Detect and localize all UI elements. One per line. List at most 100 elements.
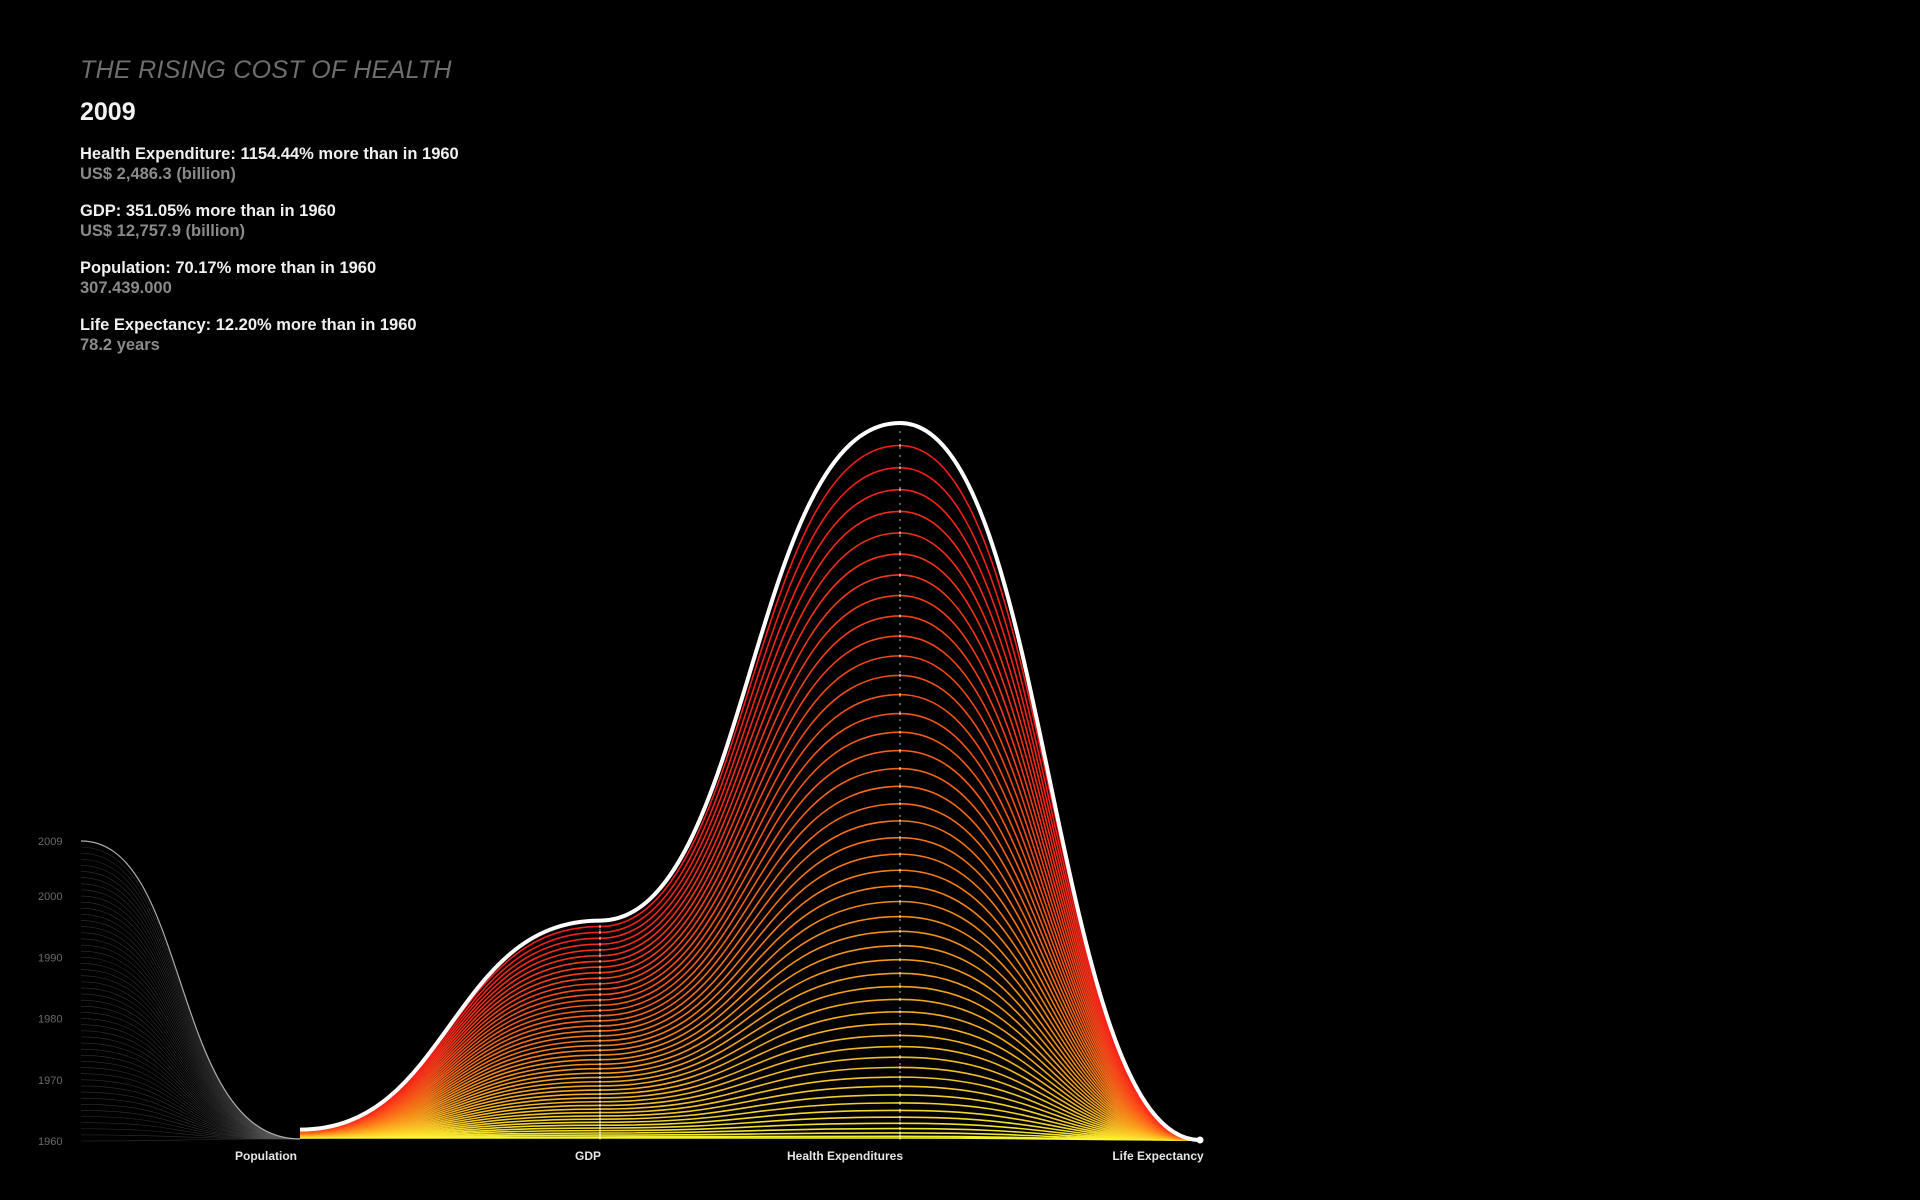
curve-1962[interactable] [299, 1132, 1201, 1141]
stat-value: US$ 2,486.3 (billion) [80, 165, 236, 183]
curve-1977[interactable] [299, 998, 1201, 1141]
curve-1996[interactable] [299, 693, 1201, 1141]
fan-line-1975 [80, 1048, 301, 1140]
fan-line-2000 [80, 895, 301, 1140]
curve-1981[interactable] [299, 944, 1201, 1141]
axis-label-gdp: GDP [575, 1149, 601, 1163]
curve-1994[interactable] [299, 731, 1201, 1141]
stat-value: US$ 12,757.9 (billion) [80, 222, 246, 240]
fan-line-1995 [80, 926, 301, 1140]
fan-line-1998 [80, 908, 301, 1140]
curve-2001[interactable] [299, 594, 1201, 1141]
year-tick-1980: 1980 [38, 1014, 62, 1026]
curve-2005[interactable] [299, 510, 1201, 1141]
year-tick-1960: 1960 [38, 1136, 62, 1148]
stat-label: Population: 70.17% more than in 1960 [80, 259, 377, 277]
highlight-curve [299, 420, 1204, 1144]
fan-line-1976 [80, 1042, 301, 1140]
fan-line-1981 [80, 1012, 301, 1140]
year-curves [299, 444, 1201, 1141]
fan-line-1994 [80, 932, 301, 1140]
fan-line-1960 [80, 1138, 301, 1142]
curve-1979[interactable] [299, 972, 1201, 1141]
fan-line-2009 [80, 840, 301, 1140]
year-tick-1990: 1990 [38, 952, 62, 964]
curve-1973[interactable] [299, 1045, 1201, 1141]
year-fan-lines [80, 840, 301, 1142]
stat-value: 78.2 years [80, 336, 160, 354]
curve-1961[interactable] [299, 1135, 1201, 1141]
fan-line-1996 [80, 920, 301, 1140]
curve-2004[interactable] [299, 532, 1201, 1141]
curve-1966[interactable] [299, 1109, 1201, 1141]
stat-life-expectancy: Life Expectancy: 12.20% more than in 196… [80, 315, 780, 355]
fan-line-2007 [80, 852, 301, 1140]
curve-1978[interactable] [299, 985, 1201, 1141]
curve-1972[interactable] [299, 1056, 1201, 1141]
stat-value: 307.439.000 [80, 279, 172, 297]
year-tick-2000: 2000 [38, 891, 62, 903]
fan-line-1992 [80, 944, 301, 1140]
curve-1965[interactable] [299, 1116, 1201, 1141]
axis-label-life-expectancy: Life Expectancy [1112, 1149, 1204, 1163]
stat-label: GDP: 351.05% more than in 1960 [80, 202, 336, 220]
fan-line-1999 [80, 901, 301, 1140]
info-panel: THE RISING COST OF HEALTH 2009 Health Ex… [80, 56, 780, 355]
curve-1970[interactable] [299, 1076, 1201, 1141]
fan-line-1970 [80, 1079, 301, 1140]
curve-1988[interactable] [299, 836, 1201, 1141]
curve-1990[interactable] [299, 802, 1201, 1141]
axis-markers [599, 423, 901, 1141]
selected-year: 2009 [80, 98, 136, 126]
curve-1998[interactable] [299, 655, 1201, 1141]
curve-1980[interactable] [299, 958, 1201, 1141]
curve-1969[interactable] [299, 1085, 1201, 1141]
fan-line-1974 [80, 1054, 301, 1140]
curve-1984[interactable] [299, 900, 1201, 1141]
curve-2003[interactable] [299, 553, 1201, 1141]
curve-1987[interactable] [299, 853, 1201, 1141]
curve-1968[interactable] [299, 1094, 1201, 1141]
curve-1989[interactable] [299, 820, 1201, 1141]
curve-1982[interactable] [299, 930, 1201, 1141]
curve-2000[interactable] [299, 615, 1201, 1141]
curve-1983[interactable] [299, 915, 1201, 1141]
chart-title: THE RISING COST OF HEALTH [80, 56, 452, 84]
curve-1997[interactable] [299, 674, 1201, 1141]
curve-1995[interactable] [299, 712, 1201, 1141]
curve-1976[interactable] [299, 1011, 1201, 1141]
curve-1992[interactable] [299, 767, 1201, 1141]
fan-line-1997 [80, 914, 301, 1140]
curve-2009[interactable] [299, 420, 1201, 1142]
stat-population: Population: 70.17% more than in 1960 307… [80, 258, 780, 298]
curve-1971[interactable] [299, 1066, 1201, 1141]
curve-1999[interactable] [299, 635, 1201, 1141]
category-labels: Population GDP Health Expenditures Life Exp… [235, 1149, 1204, 1163]
year-tick-2009: 2009 [38, 836, 62, 848]
fan-line-1987 [80, 975, 301, 1140]
end-dot [1196, 1136, 1204, 1144]
curve-2007[interactable] [299, 466, 1201, 1141]
fan-line-1980 [80, 1018, 301, 1140]
stat-gdp: GDP: 351.05% more than in 1960 US$ 12,75… [80, 201, 780, 241]
curve-2006[interactable] [299, 488, 1201, 1141]
year-tick-labels: 1960 1970 1980 1990 2000 2009 [38, 836, 62, 1148]
curve-1986[interactable] [299, 869, 1201, 1141]
fan-line-1993 [80, 938, 301, 1140]
curve-1975[interactable] [299, 1023, 1201, 1141]
year-tick-1970: 1970 [38, 1075, 62, 1087]
stat-health-expenditure: Health Expenditure: 1154.44% more than i… [80, 144, 780, 184]
curve-1964[interactable] [299, 1122, 1201, 1141]
axis-label-health-expenditures: Health Expenditures [787, 1149, 903, 1163]
curve-1993[interactable] [299, 749, 1201, 1141]
stat-label: Health Expenditure: 1154.44% more than i… [80, 145, 459, 163]
curve-1991[interactable] [299, 785, 1201, 1141]
axis-label-population: Population [235, 1149, 297, 1163]
curve-1974[interactable] [299, 1034, 1201, 1141]
curve-1985[interactable] [299, 885, 1201, 1141]
curve-1967[interactable] [299, 1102, 1201, 1141]
curve-1963[interactable] [299, 1127, 1201, 1141]
curve-2002[interactable] [299, 574, 1201, 1141]
